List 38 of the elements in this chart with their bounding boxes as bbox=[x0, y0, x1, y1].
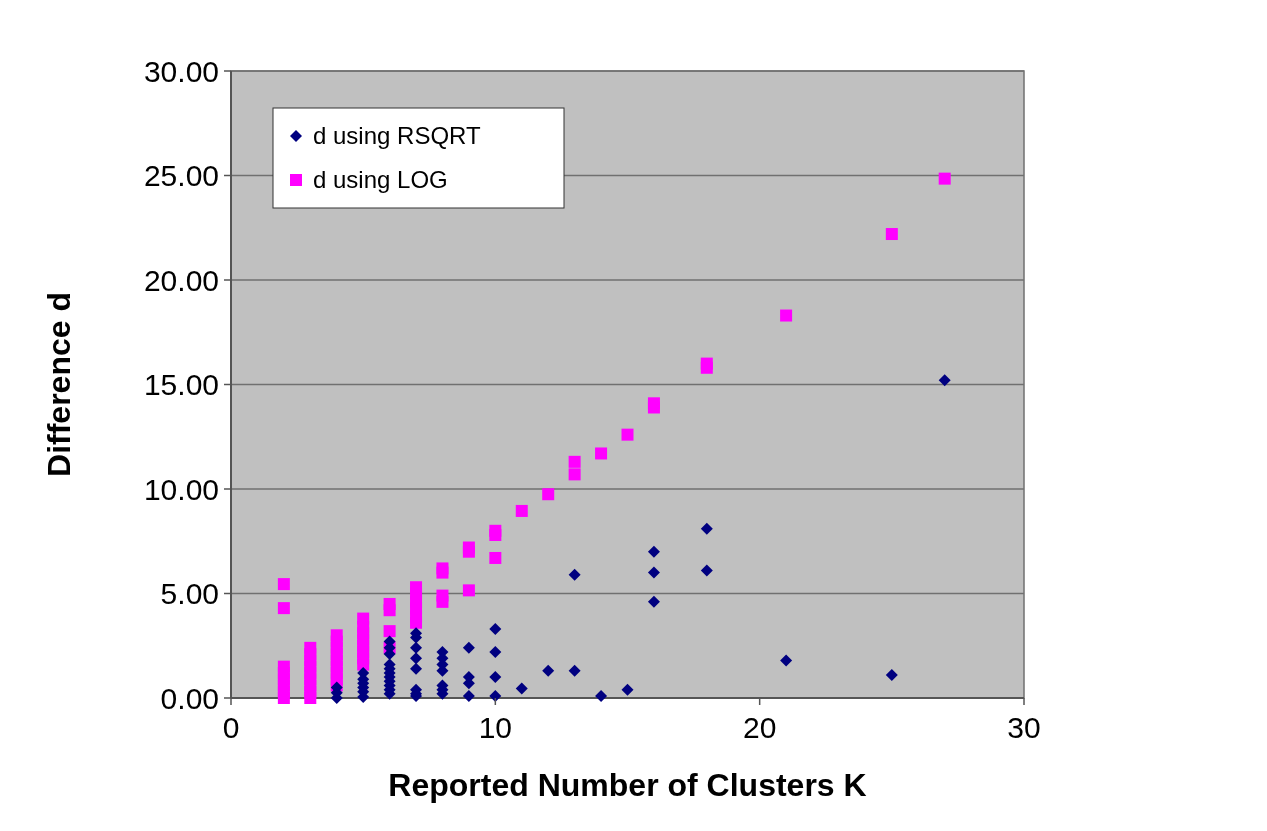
point bbox=[489, 623, 502, 636]
point bbox=[489, 689, 502, 702]
legend-label: d using LOG bbox=[313, 166, 448, 194]
point bbox=[489, 671, 502, 684]
point bbox=[700, 522, 713, 535]
point bbox=[647, 595, 660, 608]
x-tick-label: 10 bbox=[478, 711, 513, 744]
x-tick-label: 30 bbox=[1007, 711, 1041, 744]
point bbox=[647, 545, 660, 558]
point bbox=[410, 662, 423, 675]
point bbox=[647, 566, 660, 579]
point bbox=[489, 646, 502, 659]
y-axis-title: Difference d bbox=[41, 292, 77, 477]
legend-label: d using RSQRT bbox=[313, 122, 481, 150]
point bbox=[595, 689, 608, 702]
y-tick-label: 30.00 bbox=[143, 54, 219, 88]
x-tick-label: 20 bbox=[742, 711, 777, 744]
y-tick-label: 0.00 bbox=[160, 681, 219, 715]
point bbox=[515, 682, 528, 695]
point bbox=[938, 374, 951, 387]
point bbox=[621, 683, 634, 696]
point bbox=[700, 564, 713, 577]
x-tick-label: 0 bbox=[222, 711, 240, 744]
y-tick-label: 15.00 bbox=[143, 368, 219, 401]
x-axis-title: Reported Number of Clusters K bbox=[388, 767, 867, 803]
point bbox=[780, 654, 793, 667]
point bbox=[568, 568, 581, 581]
point bbox=[410, 641, 423, 654]
y-tick-label: 5.00 bbox=[160, 577, 219, 610]
point bbox=[462, 641, 475, 654]
point bbox=[410, 652, 423, 665]
point bbox=[542, 664, 555, 677]
point bbox=[462, 689, 475, 702]
point bbox=[568, 664, 581, 677]
y-tick-label: 25.00 bbox=[143, 159, 219, 192]
y-tick-label: 20.00 bbox=[143, 263, 219, 297]
y-tick-label: 10.00 bbox=[143, 472, 219, 506]
point bbox=[885, 669, 898, 682]
